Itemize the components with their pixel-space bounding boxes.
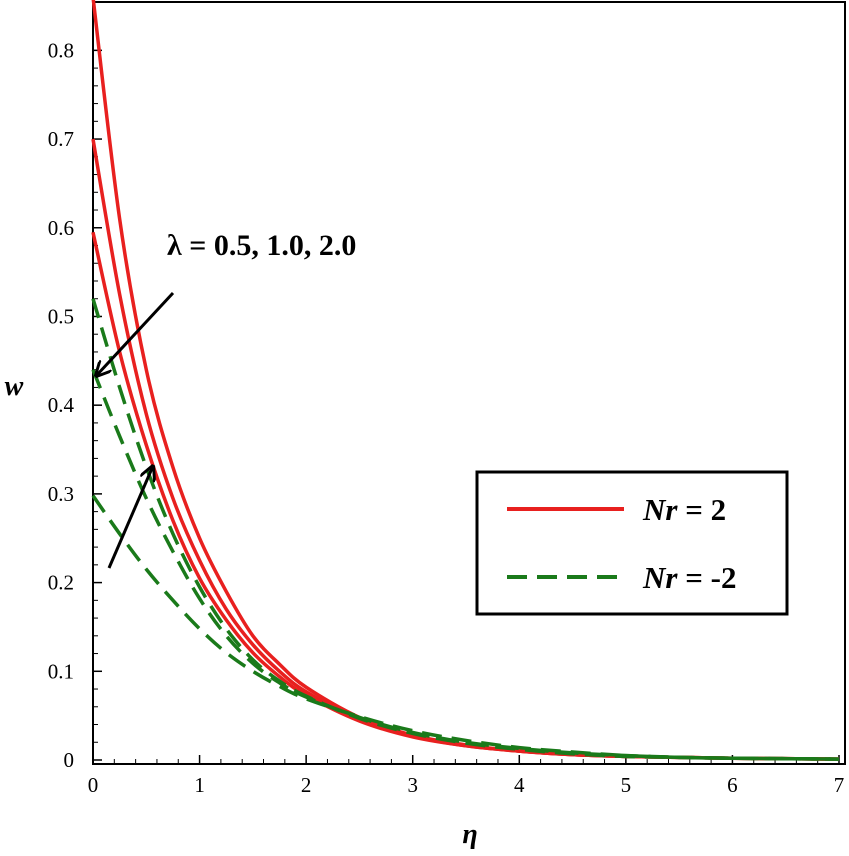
- series-line-1: [91, 0, 840, 761]
- x-tick-label: 6: [727, 773, 738, 797]
- annotation-arrow-up: [107, 466, 153, 569]
- x-axis-label: η: [462, 819, 477, 850]
- x-tick-label: 1: [194, 773, 205, 797]
- y-tick-label: 0.7: [48, 127, 74, 151]
- y-tick-label: 0.3: [48, 482, 74, 506]
- series-layer: [91, 0, 840, 761]
- y-axis-label: w: [5, 371, 24, 402]
- y-tick-label: 0.5: [48, 304, 74, 328]
- y-tick-label: 0.1: [48, 659, 74, 683]
- series-line-5: [91, 369, 840, 761]
- y-tick-label: 0.2: [48, 571, 74, 595]
- lambda-annotation: λ = 0.5, 1.0, 2.0: [167, 229, 356, 262]
- y-tick-label: 0: [64, 748, 75, 772]
- legend-box: [475, 470, 789, 616]
- x-tick-label: 2: [301, 773, 312, 797]
- y-tick-label: 0.8: [48, 38, 74, 62]
- y-tick-label: 0.4: [48, 393, 75, 417]
- axis-ticks: 0 1 2 3 4 5 6 7 0 0.1 0.2 0.3 0.4 0.5 0.6 0.7 0.8: [48, 38, 845, 797]
- series-line-6: [91, 494, 840, 761]
- legend-label-nr-neg2: Nr = -2: [642, 560, 736, 595]
- x-tick-label: 3: [407, 773, 418, 797]
- x-tick-label: 0: [88, 773, 99, 797]
- x-tick-label: 4: [514, 773, 525, 797]
- x-tick-label: 7: [834, 773, 845, 797]
- y-tick-label: 0.6: [48, 216, 74, 240]
- x-tick-label: 5: [621, 773, 632, 797]
- plot-frame: [92, 1, 846, 765]
- legend: Nr = 2 Nr = -2: [475, 470, 789, 616]
- legend-label-nr-2: Nr = 2: [642, 492, 726, 527]
- annotation-arrow-down: [96, 291, 175, 376]
